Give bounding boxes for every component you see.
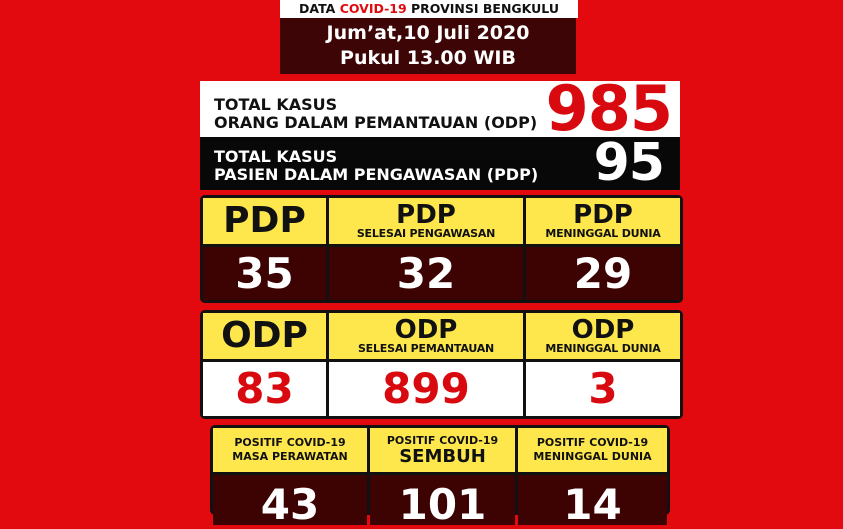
positive-header-recovered: POSITIF COVID-19 SEMBUH bbox=[370, 428, 515, 472]
header-title: PDP bbox=[573, 200, 633, 230]
pdp-value-total: 35 bbox=[203, 247, 326, 300]
title-prefix: DATA bbox=[299, 1, 340, 16]
infographic-title: DATA COVID-19 PROVINSI BENGKULU bbox=[280, 0, 578, 18]
odp-total-line2: ORANG DALAM PEMANTAUAN (ODP) bbox=[214, 113, 538, 132]
header-line1: POSITIF COVID-19 bbox=[536, 436, 649, 449]
header-line2: MENINGGAL DUNIA bbox=[533, 450, 652, 463]
odp-value-deceased: 3 bbox=[526, 362, 680, 416]
odp-total-line1: TOTAL KASUS bbox=[214, 95, 338, 114]
positive-value-treatment: 43 bbox=[213, 475, 367, 529]
odp-total-band: TOTAL KASUS ORANG DALAM PEMANTAUAN (ODP)… bbox=[200, 72, 680, 145]
header-title: ODP bbox=[394, 315, 458, 345]
pdp-total-label: TOTAL KASUS PASIEN DALAM PENGAWASAN (PDP… bbox=[214, 148, 538, 184]
odp-value-finished: 899 bbox=[329, 362, 523, 416]
positive-value-deceased: 14 bbox=[518, 475, 667, 529]
odp-header-deceased: ODP MENINGGAL DUNIA bbox=[526, 313, 680, 359]
pdp-value-finished: 32 bbox=[329, 247, 523, 300]
odp-total-value: 985 bbox=[545, 72, 673, 145]
time-text: Pukul 13.00 WIB bbox=[340, 47, 516, 69]
header-line2: SEMBUH bbox=[399, 446, 486, 467]
date-text: Jum’at,10 Juli 2020 bbox=[326, 22, 530, 44]
header-subtitle: SELESAI PENGAWASAN bbox=[356, 227, 496, 240]
positive-header-deceased: POSITIF COVID-19 MENINGGAL DUNIA bbox=[518, 428, 667, 472]
header-subtitle: MENINGGAL DUNIA bbox=[545, 342, 661, 355]
header-title: ODP bbox=[571, 315, 635, 345]
pdp-header-finished: PDP SELESAI PENGAWASAN bbox=[329, 198, 523, 244]
pdp-header-total: PDP bbox=[203, 198, 326, 244]
pdp-total-line2: PASIEN DALAM PENGAWASAN (PDP) bbox=[214, 165, 539, 184]
date-box: Jum’at,10 Juli 2020 Pukul 13.00 WIB bbox=[280, 18, 576, 74]
header-line1: POSITIF COVID-19 bbox=[234, 436, 346, 449]
header-title: PDP bbox=[223, 200, 306, 241]
header-line2: MASA PERAWATAN bbox=[232, 450, 348, 463]
title-highlight: COVID-19 bbox=[339, 1, 407, 16]
pdp-header-deceased: PDP MENINGGAL DUNIA bbox=[526, 198, 680, 244]
header-subtitle: MENINGGAL DUNIA bbox=[545, 227, 661, 240]
header-title: PDP bbox=[396, 200, 456, 230]
title-suffix: PROVINSI BENGKULU bbox=[406, 1, 559, 16]
pdp-total-band: TOTAL KASUS PASIEN DALAM PENGAWASAN (PDP… bbox=[200, 133, 680, 193]
odp-value-total: 83 bbox=[203, 362, 326, 416]
odp-total-label: TOTAL KASUS ORANG DALAM PEMANTAUAN (ODP) bbox=[214, 96, 537, 132]
pdp-total-line1: TOTAL KASUS bbox=[214, 147, 338, 166]
positive-header-treatment: POSITIF COVID-19 MASA PERAWATAN bbox=[213, 428, 367, 472]
header-line1: POSITIF COVID-19 bbox=[386, 434, 499, 447]
odp-table: ODP ODP SELESAI PEMANTAUAN ODP MENINGGAL D… bbox=[200, 310, 683, 419]
header-title: ODP bbox=[221, 315, 308, 356]
odp-header-total: ODP bbox=[203, 313, 326, 359]
positive-value-recovered: 101 bbox=[370, 475, 515, 529]
positive-table: POSITIF COVID-19 MASA PERAWATAN POSITIF C… bbox=[210, 425, 670, 529]
pdp-value-deceased: 29 bbox=[526, 247, 680, 300]
pdp-total-value: 95 bbox=[593, 133, 665, 193]
header-subtitle: SELESAI PEMANTAUAN bbox=[357, 342, 495, 355]
pdp-table: PDP PDP SELESAI PENGAWASAN PDP MENINGGAL D… bbox=[200, 195, 683, 303]
odp-header-finished: ODP SELESAI PEMANTAUAN bbox=[329, 313, 523, 359]
